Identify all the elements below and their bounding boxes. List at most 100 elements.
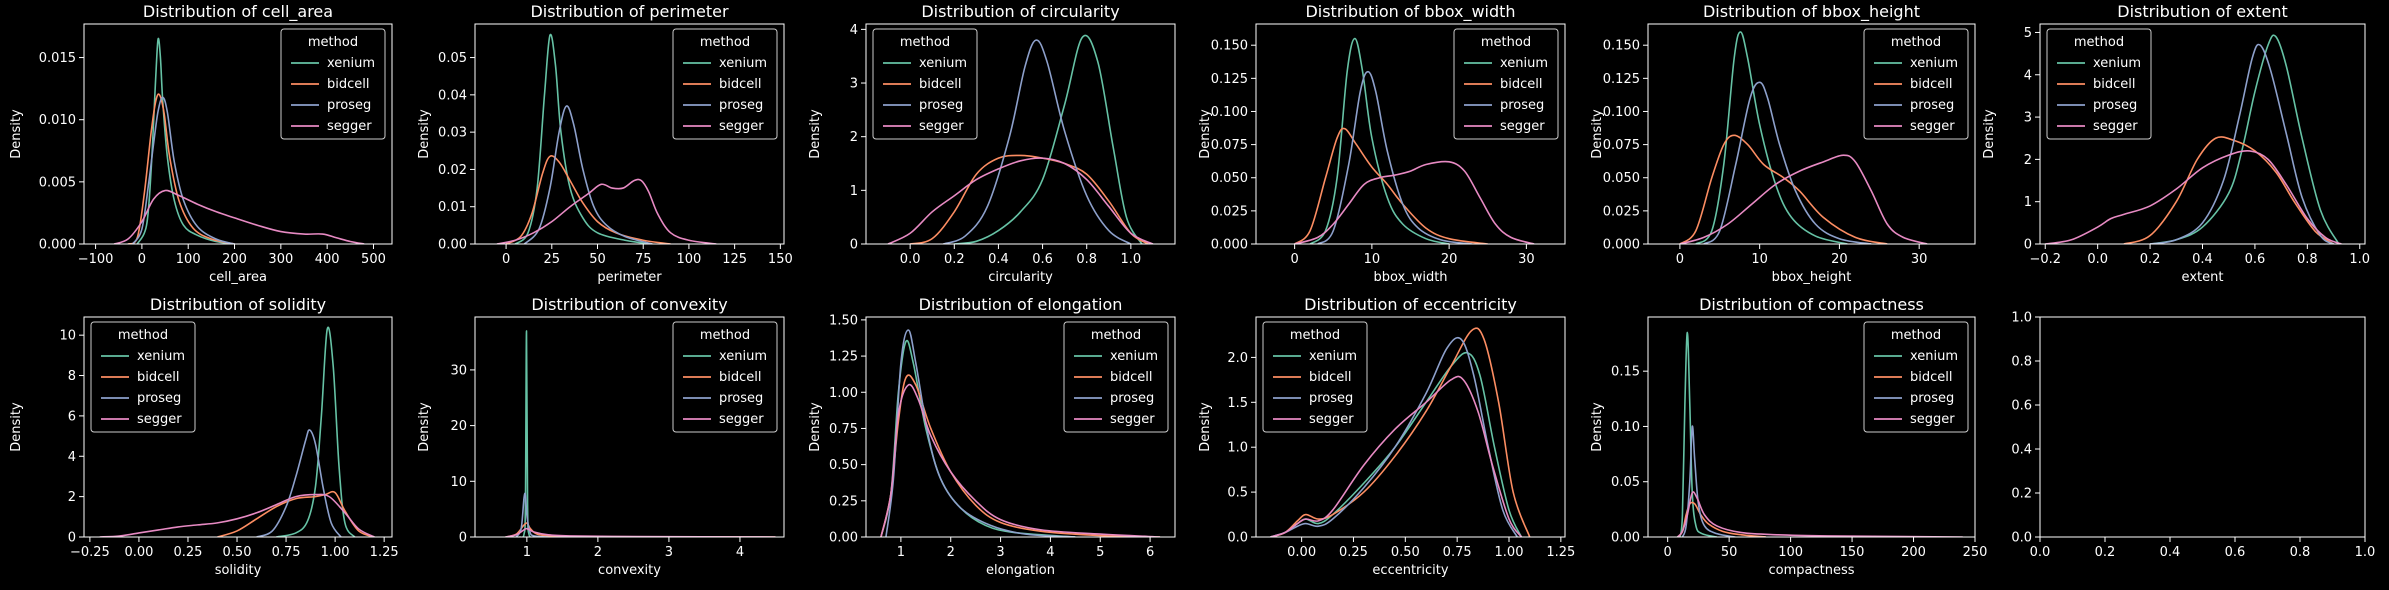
chart-panel: 0 10 20 30 0.000 0.025 0.050 0.075 0.100 0.125 0.1… xyxy=(1198,2,1566,285)
y-axis-label: Density xyxy=(808,109,823,159)
x-tick-label: 20 xyxy=(1831,252,1848,267)
y-tick-label: 8 xyxy=(68,369,76,384)
kde-line-segger xyxy=(99,493,375,537)
y-axis-label: Density xyxy=(1590,402,1605,452)
curves xyxy=(1270,327,1531,537)
x-tick-label: 125 xyxy=(722,252,747,267)
axes-frame xyxy=(865,316,1176,538)
x-axis-label: extent xyxy=(2182,270,2224,285)
x-tick-label: 20 xyxy=(1441,252,1458,267)
legend-label-xenium: xenium xyxy=(1500,56,1548,71)
y-tick-label: 0 xyxy=(2024,238,2032,253)
x-tick-label: 0 xyxy=(502,252,510,267)
x-tick-label: 2 xyxy=(947,545,955,560)
chart-panel: 1 2 3 4 0 10 20 30 Distribution of convexity conv… xyxy=(417,295,785,578)
kde-line-xenium xyxy=(1679,331,1718,537)
y-tick-label: 1 xyxy=(2024,195,2032,210)
y-tick-label: 20 xyxy=(450,419,467,434)
x-tick-label: 150 xyxy=(1840,545,1865,560)
legend-label-segger: segger xyxy=(1110,412,1155,427)
kde-line-proseg xyxy=(256,429,342,537)
curves xyxy=(496,33,717,244)
x-tick-label: 25 xyxy=(544,252,561,267)
x-tick-label: 150 xyxy=(768,252,793,267)
legend-label-proseg: proseg xyxy=(719,98,763,113)
x-tick-label: 250 xyxy=(1963,545,1988,560)
legend: method xenium bidcell proseg segger xyxy=(1262,321,1368,433)
x-tick-label: 0.0 xyxy=(900,252,921,267)
y-tick-label: 0.2 xyxy=(2011,487,2032,502)
legend-title: method xyxy=(700,35,750,50)
y-axis-label: Density xyxy=(808,402,823,452)
curves xyxy=(113,37,365,244)
legend-title: method xyxy=(900,35,950,50)
y-axis-label: Density xyxy=(1198,109,1213,159)
kde-line-bidcell xyxy=(1679,134,1888,244)
legend: method xenium bidcell proseg segger xyxy=(280,28,386,140)
legend-label-xenium: xenium xyxy=(137,349,185,364)
y-tick-label: 0 xyxy=(850,238,858,253)
legend-label-segger: segger xyxy=(719,412,764,427)
legend-label-proseg: proseg xyxy=(137,391,181,406)
curves xyxy=(1679,31,1928,244)
x-tick-label: 4 xyxy=(736,545,744,560)
legend-label-proseg: proseg xyxy=(1910,98,1954,113)
chart-title: Distribution of eccentricity xyxy=(1304,295,1517,314)
chart-panel: 0 10 20 30 0.000 0.025 0.050 0.075 0.100 0.125 0.1… xyxy=(1590,2,1976,285)
x-tick-label: 0.25 xyxy=(1339,545,1368,560)
legend: method xenium bidcell proseg segger xyxy=(90,321,196,433)
y-tick-label: 0.000 xyxy=(1211,238,1248,253)
kde-line-proseg xyxy=(2149,43,2334,244)
kde-line-proseg xyxy=(131,96,235,244)
legend-frame xyxy=(1262,321,1368,433)
curves xyxy=(1294,37,1535,244)
x-tick-label: 0.4 xyxy=(2192,252,2213,267)
x-tick-label: 0 xyxy=(138,252,146,267)
y-tick-label: 10 xyxy=(450,475,467,490)
kde-line-xenium xyxy=(514,33,653,244)
y-tick-label: 0.050 xyxy=(1603,171,1640,186)
y-axis-label: Density xyxy=(9,109,24,159)
x-tick-label: 1.25 xyxy=(1546,545,1575,560)
chart-panel: 0.00 0.25 0.50 0.75 1.00 1.25 0.0 0.5 1.0 1.5 2.0 D… xyxy=(1198,295,1575,578)
x-tick-label: 0.6 xyxy=(2245,252,2266,267)
legend-label-segger: segger xyxy=(2093,119,2138,134)
kde-line-proseg xyxy=(885,329,1076,537)
legend: method xenium bidcell proseg segger xyxy=(1863,28,1969,140)
legend-title: method xyxy=(1481,35,1531,50)
legend-title: method xyxy=(2074,35,2124,50)
kde-line-segger xyxy=(496,178,717,244)
curves xyxy=(2045,34,2342,244)
legend-label-bidcell: bidcell xyxy=(1910,77,1953,92)
legend: method xenium bidcell proseg segger xyxy=(1863,321,1969,433)
legend: method xenium bidcell proseg segger xyxy=(672,321,778,433)
kde-line-segger xyxy=(1676,491,1963,537)
x-tick-label: 1.0 xyxy=(2349,252,2370,267)
x-tick-label: 1.00 xyxy=(1495,545,1524,560)
x-tick-label: 0.75 xyxy=(272,545,301,560)
kde-line-xenium xyxy=(1695,31,1848,244)
y-tick-label: 0.4 xyxy=(2011,443,2032,458)
x-tick-label: 0 xyxy=(1290,252,1298,267)
y-tick-label: 0.00 xyxy=(1611,531,1640,546)
y-tick-label: 30 xyxy=(450,363,467,378)
chart-panel: −0.2 0.0 0.2 0.4 0.6 0.8 1.0 0 1 2 3 4 5 Distribution… xyxy=(1982,2,2370,285)
x-tick-label: 1 xyxy=(523,545,531,560)
y-tick-label: 0.01 xyxy=(438,200,467,215)
legend-label-xenium: xenium xyxy=(2093,56,2141,71)
x-tick-label: 0.75 xyxy=(1443,545,1472,560)
y-tick-label: 0.25 xyxy=(829,494,858,509)
legend-title: method xyxy=(700,328,750,343)
x-tick-label: 10 xyxy=(1364,252,1381,267)
y-tick-label: 0.125 xyxy=(1603,72,1640,87)
kde-line-proseg xyxy=(523,105,653,244)
chart-title: Distribution of elongation xyxy=(919,295,1123,314)
x-tick-label: 0 xyxy=(1676,252,1684,267)
x-tick-label: 1.0 xyxy=(2355,545,2376,560)
x-tick-label: −0.25 xyxy=(70,545,110,560)
legend-frame xyxy=(672,321,778,433)
x-tick-label: 0.25 xyxy=(173,545,202,560)
legend-label-bidcell: bidcell xyxy=(919,77,962,92)
x-tick-label: 200 xyxy=(222,252,247,267)
x-tick-label: 1 xyxy=(897,545,905,560)
